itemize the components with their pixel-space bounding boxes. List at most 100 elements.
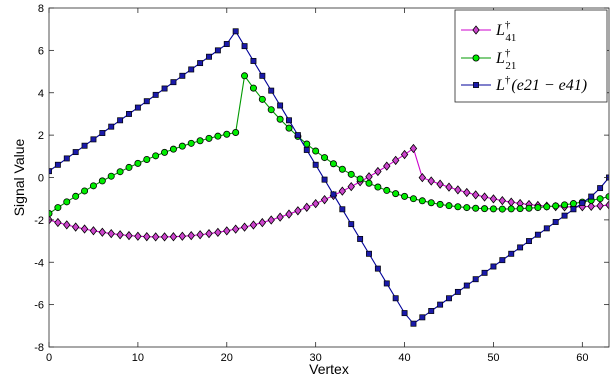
x-tick-label-0: 0 [46, 352, 52, 364]
series-1-point-15 [178, 142, 186, 150]
legend-entry-1: L† 21 [461, 47, 516, 72]
y-tick-label--4: -4 [34, 257, 44, 269]
series-2-point-20 [223, 41, 230, 47]
x-tick-label-30: 30 [310, 352, 322, 364]
series-0-point-26 [276, 212, 284, 222]
series-1-point-53 [516, 205, 524, 213]
series-0-point-30 [311, 198, 320, 209]
series-2-point-28 [294, 132, 301, 139]
series-1-point-20 [223, 130, 231, 138]
series-1-point-35 [356, 175, 364, 183]
series-2-point-42 [419, 314, 426, 321]
series-1-point-11 [143, 155, 151, 163]
series-0-point-7 [107, 228, 115, 239]
series-0-point-21 [231, 224, 240, 234]
series-1-point-62 [596, 195, 604, 203]
series-2-point-47 [463, 282, 470, 289]
series-1-point-38 [383, 186, 391, 194]
series-0-point-61 [587, 201, 595, 212]
series-1-point-41 [409, 195, 417, 203]
series-1-point-57 [552, 202, 560, 210]
series-2-point-9 [126, 110, 132, 117]
series-1-point-26 [276, 115, 284, 123]
y-tick-label-4: 4 [38, 88, 44, 100]
series-1-point-24 [258, 95, 266, 103]
series-2-point-51 [499, 257, 506, 264]
series-2-point-6 [99, 130, 106, 136]
series-2-point-19 [214, 47, 221, 54]
series-2-point-54 [526, 238, 532, 245]
series-1-point-4 [81, 187, 89, 195]
series-0-point-13 [160, 232, 169, 242]
series-0-point-25 [267, 215, 275, 225]
series-1-point-40 [401, 192, 409, 200]
series-1-point-59 [569, 200, 577, 208]
y-tick-label--8: -8 [34, 342, 44, 354]
series-1-point-17 [196, 137, 204, 145]
series-2-point-30 [312, 161, 319, 168]
series-1-point-6 [98, 177, 106, 185]
series-2-point-10 [134, 104, 141, 111]
series-2-point-34 [348, 221, 355, 228]
legend-marker-1 [472, 54, 480, 62]
series-1 [49, 72, 609, 218]
series-0-point-12 [151, 232, 160, 242]
series-1-point-8 [116, 168, 124, 176]
series-1-point-31 [321, 154, 329, 162]
series-0-point-16 [187, 230, 195, 241]
series-0-point-19 [214, 227, 222, 237]
series-1-point-36 [365, 179, 373, 187]
series-1-point-50 [489, 205, 497, 213]
series-0-point-5 [89, 226, 98, 236]
series-0-point-34 [347, 181, 355, 192]
series-0-point-9 [125, 230, 133, 241]
series-1-point-5 [89, 182, 97, 190]
y-tick-label--6: -6 [34, 300, 44, 312]
series-0-point-42 [418, 172, 427, 183]
series-2-point-23 [250, 58, 257, 64]
series-1-point-27 [285, 124, 293, 132]
legend-entry-2: L†(e21 − e41) [461, 74, 587, 94]
series-1-point-47 [463, 204, 471, 212]
series-0-point-31 [320, 195, 329, 205]
series-0-point-18 [205, 229, 213, 239]
series-2-point-29 [303, 147, 310, 153]
series-0-point-22 [240, 222, 249, 232]
series-0-point-28 [294, 206, 302, 216]
series-2-point-26 [277, 102, 284, 109]
series-0-point-8 [116, 230, 124, 240]
series-1-point-45 [445, 202, 453, 210]
series-1-point-14 [169, 145, 177, 153]
series-1-point-58 [561, 201, 569, 209]
series-2-point-12 [152, 91, 159, 98]
series-2-point-8 [117, 117, 124, 124]
series-2-line [49, 30, 609, 325]
series-2-point-5 [90, 136, 97, 143]
series-1-line [49, 74, 609, 214]
series-0-point-45 [445, 182, 453, 192]
series-1-point-3 [72, 192, 80, 200]
series-1-point-54 [525, 204, 533, 212]
series-0-point-20 [223, 226, 231, 236]
y-axis-label: Signal Value [11, 139, 27, 217]
series-2-point-32 [330, 191, 337, 198]
series-2-point-59 [570, 206, 577, 213]
series-0-point-46 [454, 185, 462, 195]
series-1-point-55 [534, 204, 542, 212]
series-1-point-23 [249, 84, 257, 92]
legend-entry-0: L† 41 [461, 19, 516, 44]
series-0-point-33 [338, 186, 347, 196]
series-2-point-7 [108, 123, 115, 130]
series-2-point-1 [54, 161, 61, 168]
series-0-point-10 [134, 231, 142, 241]
series-1-point-2 [63, 198, 71, 206]
series-2-point-46 [454, 288, 461, 295]
series-1-point-7 [107, 172, 115, 180]
axes-layer: 0 10 20 30 40 50 60 -8 -6 -4 -2 0 2 4 6 8 [34, 3, 610, 364]
series-2-point-55 [534, 231, 541, 238]
series-2-point-43 [428, 308, 435, 314]
series-2-point-11 [143, 98, 150, 105]
series-1-point-33 [338, 165, 346, 173]
series-0-point-29 [303, 202, 311, 212]
x-tick-label-20: 20 [221, 352, 233, 364]
